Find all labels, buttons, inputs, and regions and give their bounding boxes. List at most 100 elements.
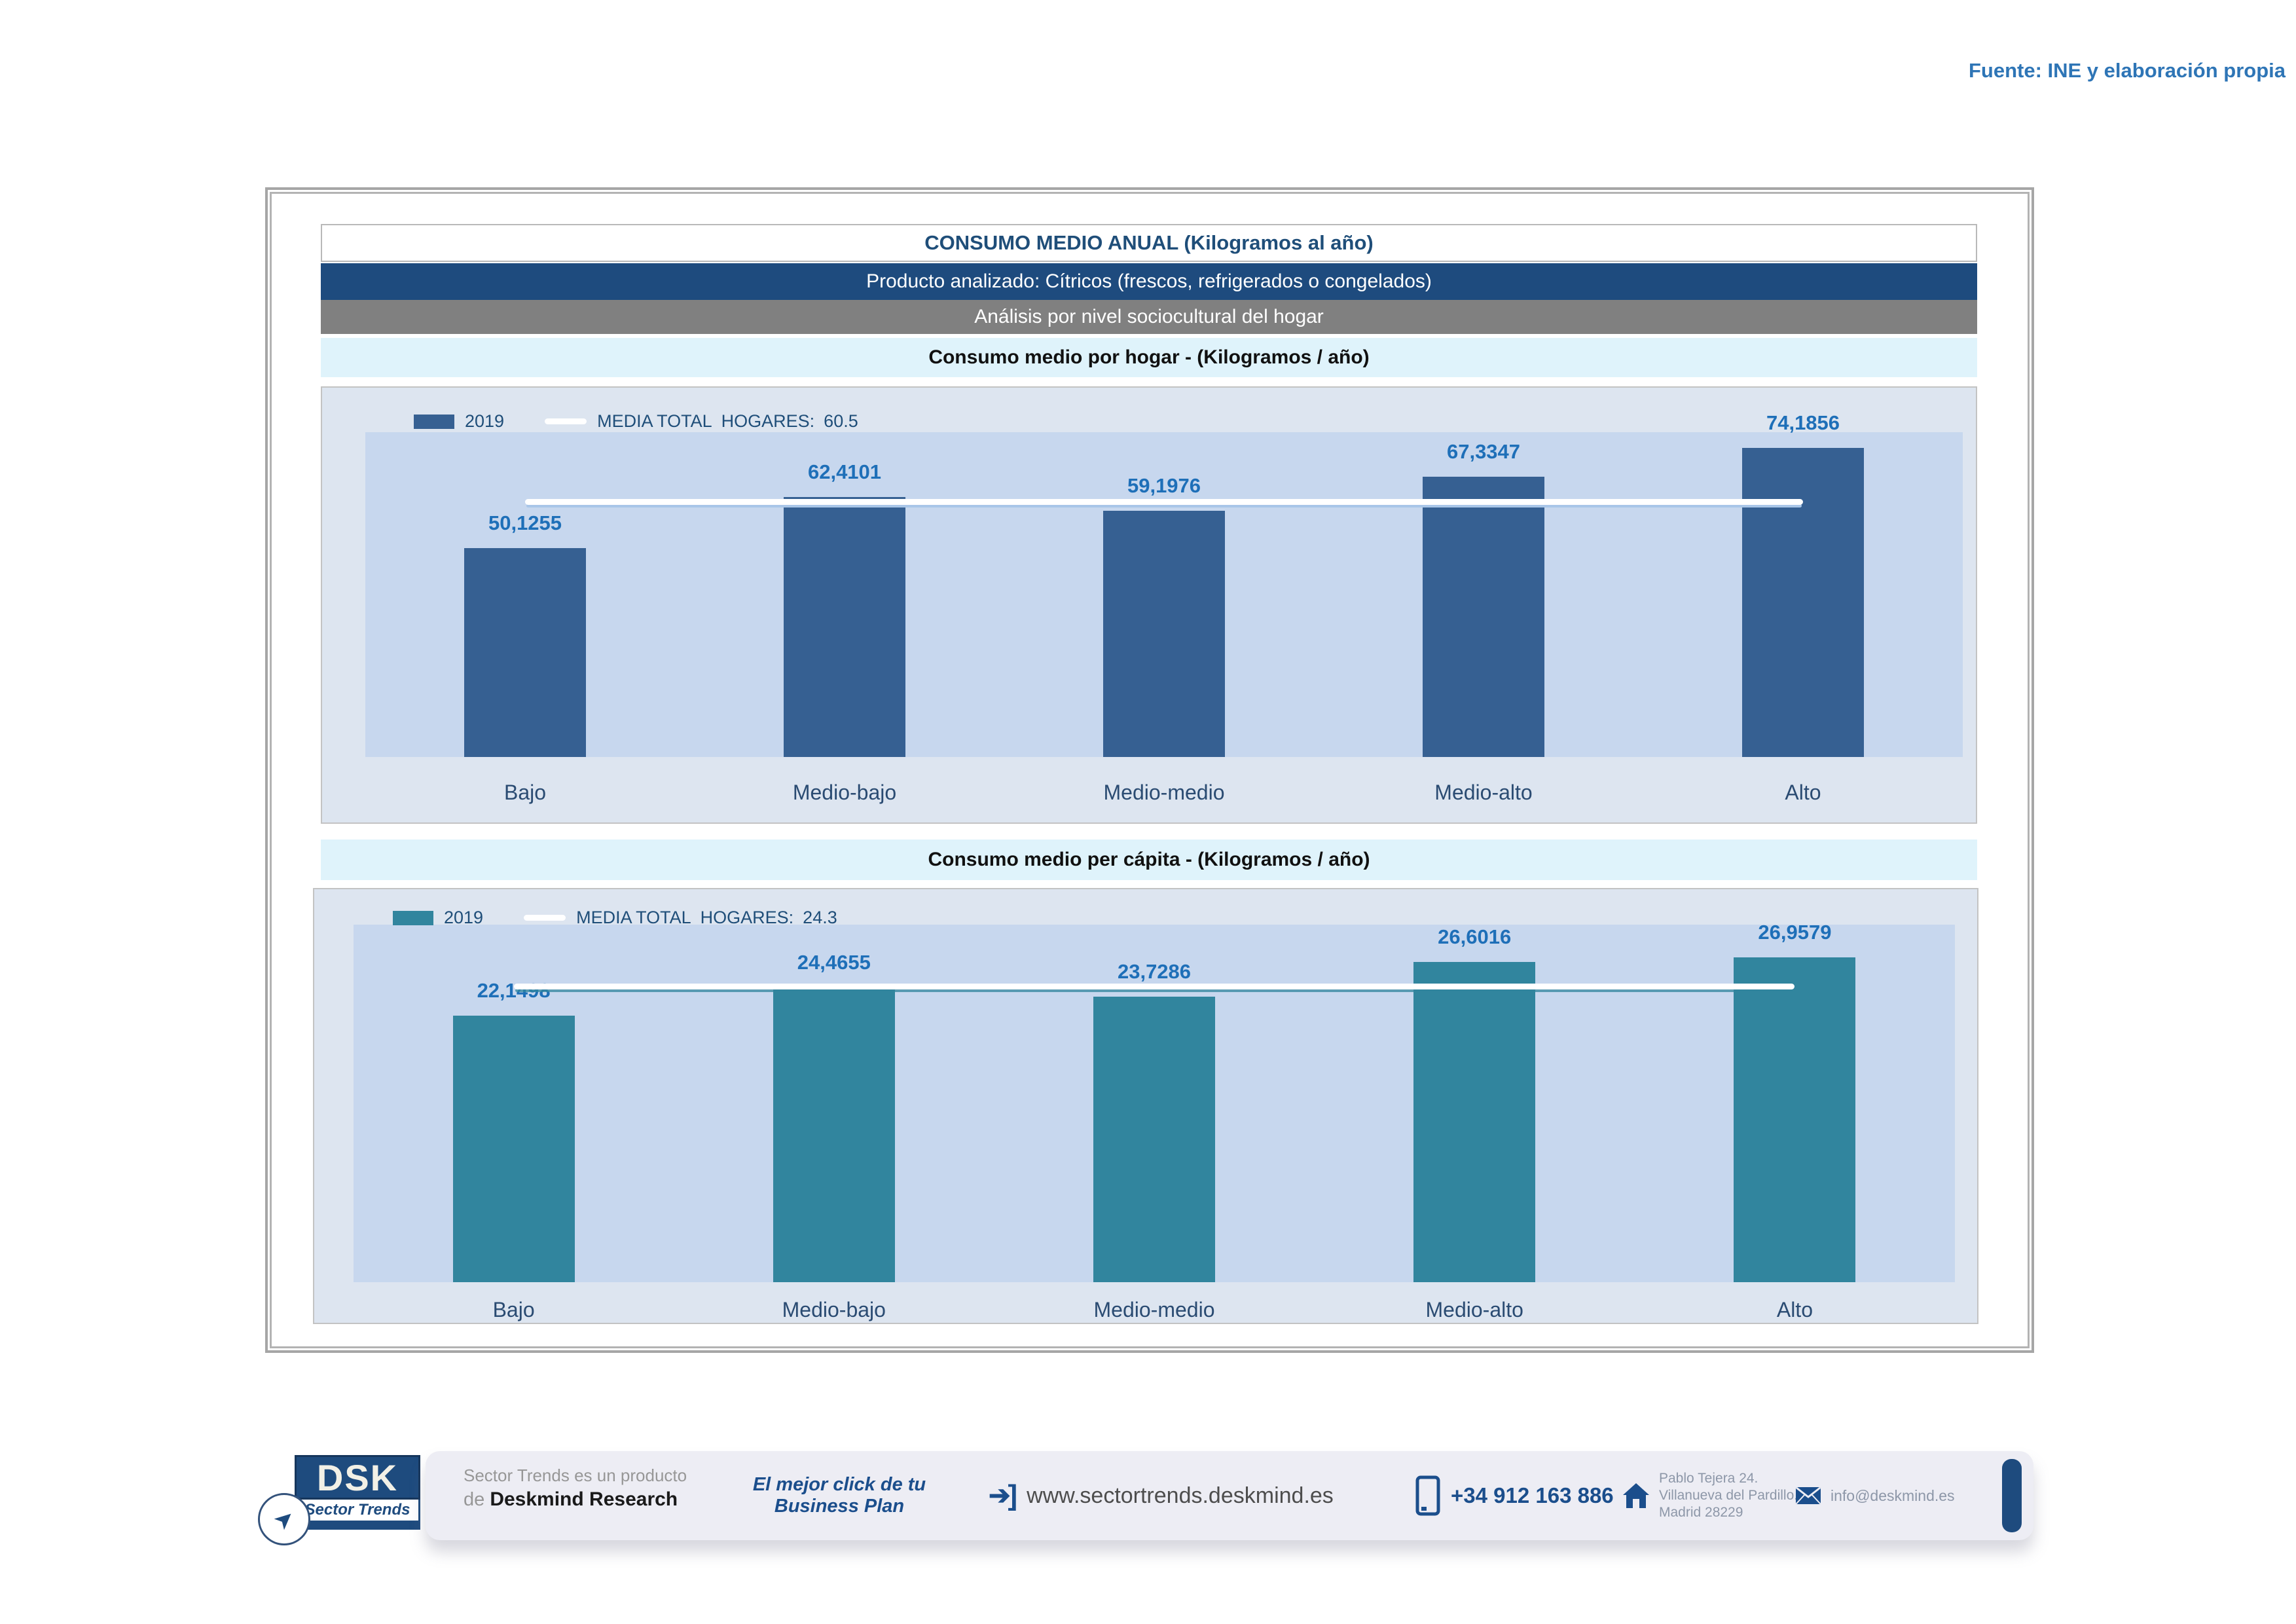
bracket-icon: ] xyxy=(1008,1479,1018,1511)
category-label: Medio-medio xyxy=(1103,781,1225,804)
category-axis: Bajo Medio-bajo Medio-medio Medio-alto Alto xyxy=(354,1298,1955,1327)
footer-address-block: Pablo Tejera 24. Villanueva del Pardillo… xyxy=(1622,1451,1798,1540)
category-label: Medio-bajo xyxy=(792,781,897,804)
section-title-per-capita: Consumo medio per cápita - (Kilogramos /… xyxy=(321,840,1977,880)
bar-medio-bajo xyxy=(773,987,895,1282)
footer-product-block: Sector Trends es un producto de Deskmind… xyxy=(464,1466,687,1511)
bar-slot: 59,1976 xyxy=(1004,432,1324,757)
bar-value-label: 26,6016 xyxy=(1438,925,1512,948)
bar-slot: 22,1498 xyxy=(354,925,674,1282)
paper-plane-badge: ➤ xyxy=(258,1493,310,1545)
bar-value-label: 67,3347 xyxy=(1446,439,1521,463)
bar-bajo xyxy=(464,548,586,757)
series-label: 2019 xyxy=(444,908,484,927)
media-legend-label: MEDIA TOTAL HOGARES: xyxy=(597,411,815,431)
dsk-logo-base-bar xyxy=(295,1521,420,1530)
footer-phone-block: +34 912 163 886 xyxy=(1415,1451,1614,1540)
footer-website-block: ➔] www.sectortrends.deskmind.es xyxy=(989,1451,1334,1540)
report-title: CONSUMO MEDIO ANUAL (Kilogramos al año) xyxy=(924,231,1374,254)
dsk-logo-strip: Sector Trends xyxy=(295,1500,420,1521)
dsk-logo-subtext: Sector Trends xyxy=(304,1501,410,1519)
phone-icon xyxy=(1415,1475,1440,1516)
deskmind-research-name: Deskmind Research xyxy=(490,1488,678,1510)
paper-plane-icon: ➤ xyxy=(267,1502,301,1536)
footer-tagline: El mejor click de tu Business Plan xyxy=(752,1474,926,1517)
bar-slot: 23,7286 xyxy=(994,925,1314,1282)
bar-value-label: 74,1856 xyxy=(1766,411,1840,435)
bar-value-label: 50,1255 xyxy=(488,511,562,535)
media-legend-value: 60.5 xyxy=(824,411,858,431)
media-total-line xyxy=(525,499,1803,506)
footer-product-line1: Sector Trends es un producto xyxy=(464,1466,687,1485)
media-line-swatch xyxy=(524,915,566,921)
media-total-line xyxy=(513,984,1795,990)
category-label: Bajo xyxy=(503,781,547,804)
plot-area: 50,1255 62,4101 59,1976 67,3347 74,1856 xyxy=(365,411,1963,757)
bar-slot: 26,6016 xyxy=(1315,925,1635,1282)
bar-value-label: 24,4655 xyxy=(797,951,871,974)
bar-medio-alto xyxy=(1413,961,1536,1282)
address-lines: Pablo Tejera 24. Villanueva del Pardillo… xyxy=(1659,1470,1798,1521)
chart-consumo-por-hogar: 2019 MEDIA TOTAL HOGARES: 60.5 50,1255 62,4… xyxy=(321,386,1977,824)
category-label: Medio-bajo xyxy=(782,1298,886,1321)
bar-slot: 24,4655 xyxy=(674,925,994,1282)
address-line3: Madrid 28229 xyxy=(1659,1505,1743,1520)
series-label: 2019 xyxy=(465,411,505,431)
address-line2: Villanueva del Pardillo. xyxy=(1659,1488,1798,1503)
media-legend-value: 24.3 xyxy=(803,908,837,927)
chart-consumo-per-capita: 2019 MEDIA TOTAL HOGARES: 24.3 22,1498 24,4… xyxy=(313,888,1978,1324)
category-label: Medio-alto xyxy=(1434,781,1533,804)
category-label: Medio-medio xyxy=(1093,1298,1215,1321)
category-label: Bajo xyxy=(492,1298,535,1321)
source-note: Fuente: INE y elaboración propia xyxy=(1968,59,2286,82)
footer-bar: Sector Trends es un producto de Deskmind… xyxy=(426,1451,2033,1540)
series-swatch xyxy=(414,414,454,429)
footer-email-block: info@deskmind.es xyxy=(1795,1451,1955,1540)
category-label: Medio-alto xyxy=(1425,1298,1523,1321)
bar-alto xyxy=(1734,957,1856,1282)
bar-slot: 74,1856 xyxy=(1643,411,1963,757)
dsk-logo-box: DSK xyxy=(295,1455,420,1500)
bar-value-label: 22,1498 xyxy=(477,978,551,1002)
bar-medio-medio xyxy=(1093,996,1215,1282)
bar-slot: 62,4101 xyxy=(685,432,1004,757)
section-title-per-hogar: Consumo medio por hogar - (Kilogramos / … xyxy=(321,338,1977,377)
bar-medio-medio xyxy=(1103,510,1225,757)
category-label: Alto xyxy=(1776,1298,1813,1321)
phone-number[interactable]: +34 912 163 886 xyxy=(1451,1483,1614,1507)
bar-value-label: 59,1976 xyxy=(1127,473,1201,497)
website-link[interactable]: www.sectortrends.deskmind.es xyxy=(1027,1483,1334,1508)
chart2-legend: 2019 MEDIA TOTAL HOGARES: 24.3 xyxy=(393,908,837,928)
bar-slot: 26,9579 xyxy=(1635,921,1955,1282)
footer-accent-pill xyxy=(2002,1459,2022,1532)
dsk-logo: DSK Sector Trends ➤ xyxy=(258,1455,420,1545)
email-address[interactable]: info@deskmind.es xyxy=(1831,1486,1955,1504)
media-line-swatch xyxy=(545,418,587,424)
product-label: Producto analizado: Cítricos (frescos, r… xyxy=(866,270,1432,292)
category-label: Alto xyxy=(1785,781,1821,804)
envelope-icon xyxy=(1796,1486,1821,1504)
bar-alto xyxy=(1742,448,1864,757)
bar-bajo xyxy=(452,1015,575,1282)
bar-value-label: 23,7286 xyxy=(1117,959,1192,983)
dsk-logo-text: DSK xyxy=(316,1456,399,1498)
bar-medio-alto xyxy=(1423,476,1544,757)
arrow-icon: ➔ xyxy=(989,1481,1011,1510)
category-axis: Bajo Medio-bajo Medio-medio Medio-alto Alto xyxy=(365,781,1963,809)
report-title-row: CONSUMO MEDIO ANUAL (Kilogramos al año) xyxy=(321,224,1977,262)
bar-slot: 67,3347 xyxy=(1324,432,1643,757)
bar-value-label: 26,9579 xyxy=(1758,921,1832,944)
product-row: Producto analizado: Cítricos (frescos, r… xyxy=(321,263,1977,300)
chart1-legend: 2019 MEDIA TOTAL HOGARES: 60.5 xyxy=(414,411,858,432)
bar-value-label: 62,4101 xyxy=(807,460,882,484)
analysis-label: Análisis por nivel sociocultural del hog… xyxy=(974,306,1324,327)
address-line1: Pablo Tejera 24. xyxy=(1659,1471,1758,1486)
footer-product-line2: de Deskmind Research xyxy=(464,1488,678,1510)
analysis-row: Análisis por nivel sociocultural del hog… xyxy=(321,300,1977,334)
bar-slot: 50,1255 xyxy=(365,432,685,757)
plot-area: 22,1498 24,4655 23,7286 26,6016 26,9579 xyxy=(354,921,1955,1282)
media-legend-label: MEDIA TOTAL HOGARES: xyxy=(576,908,794,927)
series-swatch xyxy=(393,910,433,925)
house-icon xyxy=(1623,1483,1649,1508)
